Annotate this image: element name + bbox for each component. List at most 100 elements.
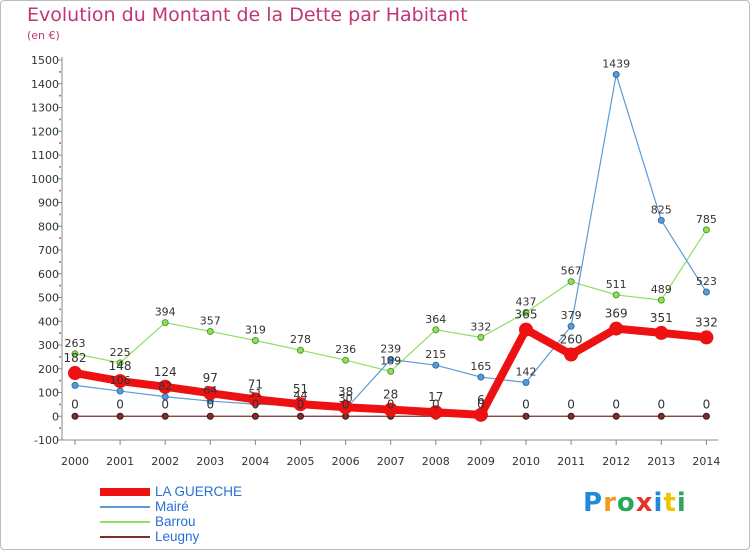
y-minor-tick (59, 403, 61, 406)
y-tick-label: -100 (34, 434, 59, 447)
data-label: 0 (297, 397, 305, 411)
data-point (567, 412, 575, 420)
data-label: 0 (161, 397, 169, 411)
data-point (432, 361, 440, 369)
data-point (612, 291, 620, 299)
y-tick-label: 1300 (31, 102, 59, 115)
data-label: 106 (110, 374, 131, 387)
y-minor-tick (59, 237, 61, 240)
data-point (206, 412, 214, 420)
data-point (161, 319, 169, 327)
y-tick-label: 700 (38, 244, 59, 257)
data-label: 785 (696, 213, 717, 226)
data-label: 44 (294, 389, 308, 402)
data-label: 394 (155, 306, 176, 319)
data-label: 82 (158, 380, 172, 393)
data-label: 365 (515, 308, 538, 322)
x-tick-label: 2000 (61, 455, 89, 468)
data-point (654, 325, 669, 340)
data-point (477, 333, 485, 341)
legend-label: Mairé (155, 499, 189, 514)
legend-swatch (100, 487, 150, 496)
data-point (657, 412, 665, 420)
legend-item-leugny: Leugny (100, 529, 360, 544)
data-point (248, 392, 263, 407)
data-label: 0 (252, 397, 260, 411)
legend-swatch (100, 520, 150, 523)
data-label: 0 (612, 397, 620, 411)
data-point (342, 356, 350, 364)
data-label: 165 (470, 360, 491, 373)
data-point (522, 412, 530, 420)
data-point (71, 412, 79, 420)
data-point (293, 397, 308, 412)
data-point (432, 326, 440, 334)
y-tick-label: 300 (38, 339, 59, 352)
data-point (609, 321, 624, 336)
data-label: 567 (561, 265, 582, 278)
data-point (702, 288, 710, 296)
x-tick-label: 2001 (106, 455, 134, 468)
data-label: 148 (109, 359, 132, 373)
y-minor-tick (59, 189, 61, 192)
data-point (612, 70, 620, 78)
data-point (387, 355, 395, 363)
y-tick-label: 900 (38, 197, 59, 210)
data-label: 225 (110, 346, 131, 359)
data-label: 0 (657, 397, 665, 411)
y-minor-tick (59, 332, 61, 335)
data-point (297, 346, 304, 354)
data-label: 332 (470, 320, 491, 333)
data-point (338, 400, 353, 415)
data-point (702, 412, 710, 420)
data-label: 489 (651, 283, 672, 296)
y-minor-tick (59, 118, 61, 121)
data-label: 51 (248, 387, 262, 400)
x-tick-label: 2010 (512, 455, 540, 468)
y-tick-label: 200 (38, 363, 59, 376)
data-label: 437 (516, 295, 537, 308)
y-tick-label: 1200 (31, 125, 59, 138)
legend-swatch (100, 505, 150, 508)
y-tick-label: 1100 (31, 149, 59, 162)
data-label: 51 (293, 382, 308, 396)
data-point (612, 412, 620, 420)
legend-item-la-guerche: LA GUERCHE (100, 484, 360, 499)
data-label: 369 (605, 307, 628, 321)
data-label: 260 (560, 333, 583, 347)
y-minor-tick (59, 94, 61, 97)
data-point (161, 412, 169, 420)
y-minor-tick (59, 284, 61, 287)
data-label: 357 (200, 314, 221, 327)
data-label: 124 (154, 365, 177, 379)
y-tick-label: 1500 (31, 54, 59, 67)
x-tick-label: 2012 (602, 455, 630, 468)
data-label: 0 (71, 397, 79, 411)
legend-item-barrou: Barrou (100, 514, 360, 529)
data-point (567, 322, 575, 330)
data-label: 263 (65, 337, 86, 350)
data-label: 278 (290, 333, 311, 346)
data-point (428, 405, 443, 420)
y-tick-label: 800 (38, 220, 59, 233)
y-minor-tick (59, 70, 61, 73)
data-label: 0 (116, 397, 124, 411)
data-point (297, 412, 304, 420)
y-tick-label: 600 (38, 268, 59, 281)
data-point (564, 347, 579, 362)
data-label: 0 (342, 397, 350, 411)
data-label: 0 (477, 397, 485, 411)
y-minor-tick (59, 308, 61, 311)
y-tick-label: 400 (38, 315, 59, 328)
data-point (71, 381, 79, 389)
data-point (251, 412, 259, 420)
y-minor-tick (59, 379, 61, 382)
data-label: 0 (567, 397, 575, 411)
data-label: 332 (695, 315, 718, 329)
data-label: 0 (522, 397, 530, 411)
y-tick-label: 500 (38, 292, 59, 305)
x-tick-label: 2013 (647, 455, 675, 468)
data-label: 523 (696, 275, 717, 288)
data-label: 319 (245, 323, 266, 336)
